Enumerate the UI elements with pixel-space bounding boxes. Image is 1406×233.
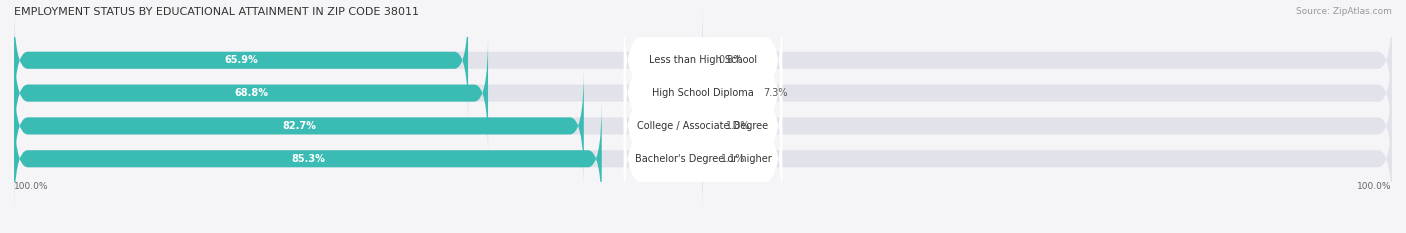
- Text: 1.8%: 1.8%: [725, 121, 751, 131]
- FancyBboxPatch shape: [14, 69, 583, 183]
- Text: 85.3%: 85.3%: [291, 154, 325, 164]
- FancyBboxPatch shape: [703, 85, 716, 167]
- Text: 100.0%: 100.0%: [1357, 182, 1392, 191]
- Text: 1.1%: 1.1%: [721, 154, 745, 164]
- Text: Bachelor's Degree or higher: Bachelor's Degree or higher: [634, 154, 772, 164]
- FancyBboxPatch shape: [14, 36, 488, 150]
- FancyBboxPatch shape: [624, 100, 782, 218]
- FancyBboxPatch shape: [14, 36, 703, 150]
- FancyBboxPatch shape: [703, 69, 1392, 183]
- Text: Less than High School: Less than High School: [650, 55, 756, 65]
- Text: 100.0%: 100.0%: [14, 182, 49, 191]
- Text: 82.7%: 82.7%: [283, 121, 316, 131]
- Text: 7.3%: 7.3%: [763, 88, 789, 98]
- FancyBboxPatch shape: [14, 69, 703, 183]
- FancyBboxPatch shape: [14, 102, 703, 216]
- Text: EMPLOYMENT STATUS BY EDUCATIONAL ATTAINMENT IN ZIP CODE 38011: EMPLOYMENT STATUS BY EDUCATIONAL ATTAINM…: [14, 7, 419, 17]
- Text: 0.8%: 0.8%: [718, 55, 744, 65]
- Text: College / Associate Degree: College / Associate Degree: [637, 121, 769, 131]
- FancyBboxPatch shape: [14, 3, 703, 117]
- Text: High School Diploma: High School Diploma: [652, 88, 754, 98]
- FancyBboxPatch shape: [14, 3, 468, 117]
- FancyBboxPatch shape: [703, 3, 1392, 117]
- FancyBboxPatch shape: [703, 36, 1392, 150]
- FancyBboxPatch shape: [700, 118, 713, 199]
- FancyBboxPatch shape: [624, 34, 782, 152]
- FancyBboxPatch shape: [624, 1, 782, 119]
- FancyBboxPatch shape: [14, 102, 602, 216]
- FancyBboxPatch shape: [703, 52, 754, 134]
- Text: 68.8%: 68.8%: [233, 88, 269, 98]
- Text: Source: ZipAtlas.com: Source: ZipAtlas.com: [1296, 7, 1392, 16]
- FancyBboxPatch shape: [624, 67, 782, 185]
- FancyBboxPatch shape: [699, 20, 713, 101]
- FancyBboxPatch shape: [703, 102, 1392, 216]
- Text: 65.9%: 65.9%: [224, 55, 257, 65]
